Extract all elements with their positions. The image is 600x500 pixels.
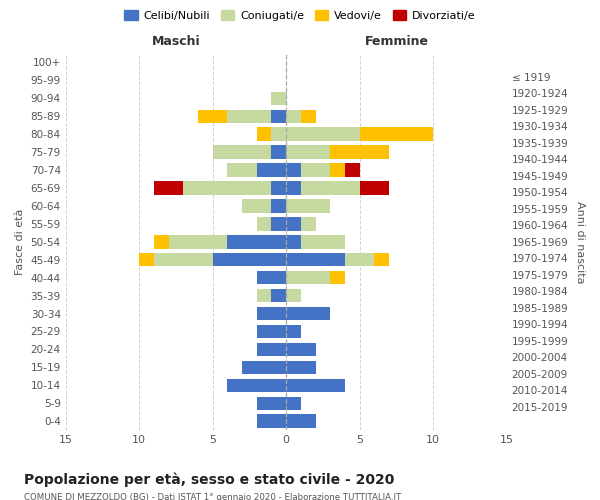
Bar: [257, 325, 286, 338]
Bar: [286, 325, 301, 338]
Bar: [154, 182, 183, 194]
Bar: [271, 92, 286, 105]
Bar: [227, 164, 257, 177]
Bar: [301, 164, 331, 177]
Bar: [286, 307, 331, 320]
Bar: [271, 217, 286, 230]
Bar: [286, 110, 301, 123]
Bar: [257, 128, 271, 141]
Bar: [257, 307, 286, 320]
Text: Femmine: Femmine: [364, 35, 428, 48]
Bar: [286, 414, 316, 428]
Bar: [286, 396, 301, 410]
Bar: [301, 110, 316, 123]
Bar: [257, 164, 286, 177]
Bar: [331, 164, 345, 177]
Bar: [257, 289, 271, 302]
Bar: [139, 253, 154, 266]
Bar: [154, 235, 169, 248]
Y-axis label: Fasce di età: Fasce di età: [15, 208, 25, 275]
Text: COMUNE DI MEZZOLDO (BG) - Dati ISTAT 1° gennaio 2020 - Elaborazione TUTTITALIA.I: COMUNE DI MEZZOLDO (BG) - Dati ISTAT 1° …: [24, 492, 401, 500]
Bar: [374, 253, 389, 266]
Legend: Celibi/Nubili, Coniugati/e, Vedovi/e, Divorziati/e: Celibi/Nubili, Coniugati/e, Vedovi/e, Di…: [120, 6, 480, 25]
Text: Popolazione per età, sesso e stato civile - 2020: Popolazione per età, sesso e stato civil…: [24, 472, 394, 487]
Bar: [331, 146, 389, 159]
Bar: [169, 235, 227, 248]
Bar: [360, 128, 433, 141]
Bar: [242, 199, 271, 212]
Bar: [271, 199, 286, 212]
Y-axis label: Anni di nascita: Anni di nascita: [575, 200, 585, 283]
Bar: [301, 235, 345, 248]
Bar: [301, 182, 360, 194]
Bar: [286, 378, 345, 392]
Bar: [331, 271, 345, 284]
Bar: [183, 182, 271, 194]
Bar: [271, 146, 286, 159]
Bar: [271, 110, 286, 123]
Bar: [257, 342, 286, 356]
Bar: [242, 360, 286, 374]
Bar: [286, 289, 301, 302]
Bar: [212, 253, 286, 266]
Bar: [271, 182, 286, 194]
Bar: [286, 164, 301, 177]
Bar: [227, 235, 286, 248]
Bar: [212, 146, 271, 159]
Bar: [257, 271, 286, 284]
Bar: [198, 110, 227, 123]
Bar: [154, 253, 212, 266]
Text: Maschi: Maschi: [152, 35, 200, 48]
Bar: [301, 217, 316, 230]
Bar: [257, 396, 286, 410]
Bar: [257, 217, 271, 230]
Bar: [286, 253, 345, 266]
Bar: [345, 164, 360, 177]
Bar: [286, 128, 360, 141]
Bar: [286, 182, 301, 194]
Bar: [286, 342, 316, 356]
Bar: [360, 182, 389, 194]
Bar: [257, 414, 286, 428]
Bar: [227, 110, 271, 123]
Bar: [345, 253, 374, 266]
Bar: [286, 146, 331, 159]
Bar: [271, 289, 286, 302]
Bar: [286, 235, 301, 248]
Bar: [286, 199, 331, 212]
Bar: [271, 128, 286, 141]
Bar: [227, 378, 286, 392]
Bar: [286, 271, 331, 284]
Bar: [286, 360, 316, 374]
Bar: [286, 217, 301, 230]
